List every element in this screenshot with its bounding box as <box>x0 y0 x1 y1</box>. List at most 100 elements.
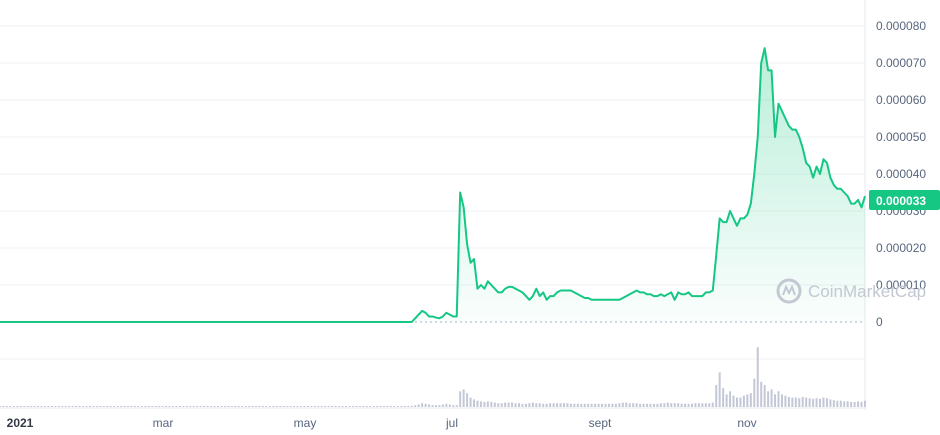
volume-bar <box>196 406 199 407</box>
volume-bar <box>33 406 36 407</box>
volume-bar <box>576 403 579 407</box>
volume-bar <box>604 403 607 407</box>
volume-bar <box>780 394 783 407</box>
y-tick-label: 0.000020 <box>876 241 926 255</box>
volume-bar <box>618 403 621 407</box>
volume-bar <box>659 403 662 407</box>
volume-bar <box>639 403 642 407</box>
volume-bar <box>50 406 53 407</box>
volume-bar <box>206 406 209 407</box>
volume-bar <box>462 389 465 407</box>
volume-bar <box>57 406 60 407</box>
volume-bar <box>836 400 839 407</box>
volume-bar <box>365 406 368 407</box>
price-area <box>0 47 866 323</box>
volume-bar <box>428 404 431 407</box>
volume-bar <box>507 402 510 407</box>
volume-bar <box>545 403 548 407</box>
volume-bar <box>47 406 50 407</box>
volume-bar <box>306 406 309 407</box>
volume-bar <box>255 406 258 407</box>
volume-bar <box>324 406 327 407</box>
y-tick-label: 0.000070 <box>876 56 926 70</box>
volume-bar <box>663 403 666 407</box>
volume-bar <box>172 406 174 407</box>
volume-bar <box>860 401 863 407</box>
volume-bar <box>317 406 320 407</box>
volume-bar <box>632 403 635 407</box>
volume-bar <box>864 400 866 407</box>
volume-bar <box>562 403 565 407</box>
volume-bar <box>614 403 617 407</box>
volume-bar <box>652 403 655 407</box>
volume-bar <box>528 403 531 407</box>
volume-bar <box>452 405 455 407</box>
volume-bar <box>282 406 285 407</box>
volume-bar <box>268 406 271 407</box>
volume-bar <box>753 378 756 407</box>
volume-bar <box>92 406 95 407</box>
volume-bar <box>722 388 725 407</box>
volume-bar <box>735 397 738 407</box>
volume-bar <box>459 391 462 407</box>
volume-bar <box>23 406 26 407</box>
volume-bar <box>9 406 12 407</box>
y-tick-label: 0.000060 <box>876 93 926 107</box>
volume-bar <box>829 399 832 407</box>
volume-bar <box>794 397 797 407</box>
volume-bar <box>514 403 517 407</box>
volume-bar <box>95 406 98 407</box>
volume-bar <box>583 403 586 407</box>
volume-bar <box>313 406 316 407</box>
volume-bar <box>424 403 427 407</box>
volume-bar <box>40 406 43 407</box>
volume-bar <box>476 400 479 407</box>
volume-bar <box>165 406 168 407</box>
volume-bar <box>483 401 486 407</box>
volume-bar <box>486 401 489 407</box>
volume-bar <box>805 397 808 407</box>
volume-bar <box>227 406 230 407</box>
volume-bar <box>673 403 676 407</box>
volume-bar <box>607 403 610 407</box>
volume-bar <box>182 406 185 407</box>
volume-bar <box>434 405 437 407</box>
volume-bar <box>400 406 403 407</box>
volume-bar <box>843 401 846 407</box>
volume-bar <box>327 406 330 407</box>
volume-bar <box>441 404 444 407</box>
volume-bar <box>431 405 434 407</box>
volume-bar <box>265 406 268 407</box>
volume-bar <box>2 406 5 407</box>
x-tick-label: nov <box>737 416 756 430</box>
current-price-text: 0.000033 <box>876 194 926 208</box>
volume-bar <box>524 403 527 407</box>
volume-bar <box>687 403 690 407</box>
volume-bar <box>569 403 572 407</box>
volume-bar <box>684 403 687 407</box>
volume-bar <box>123 406 126 407</box>
volume-bar <box>455 405 458 407</box>
volume-bar <box>168 406 171 407</box>
volume-bar <box>275 406 278 407</box>
volume-bar <box>99 406 102 407</box>
volume-bar <box>469 397 472 407</box>
volume-bar <box>348 406 351 407</box>
volume-bar <box>341 406 344 407</box>
volume-bar <box>559 403 562 407</box>
volume-bar <box>30 406 33 407</box>
volume-bar <box>12 406 15 407</box>
volume-bar <box>445 403 448 407</box>
volume-bar <box>120 406 123 407</box>
volume-bar <box>151 406 154 407</box>
volume-bar <box>646 403 649 407</box>
volume-bar <box>812 398 815 407</box>
volume-bars <box>0 347 866 407</box>
volume-bar <box>808 398 811 407</box>
volume-bar <box>331 406 334 407</box>
volume-bar <box>691 403 693 407</box>
volume-bar <box>628 403 631 407</box>
volume-bar <box>19 406 22 407</box>
volume-bar <box>26 406 29 407</box>
